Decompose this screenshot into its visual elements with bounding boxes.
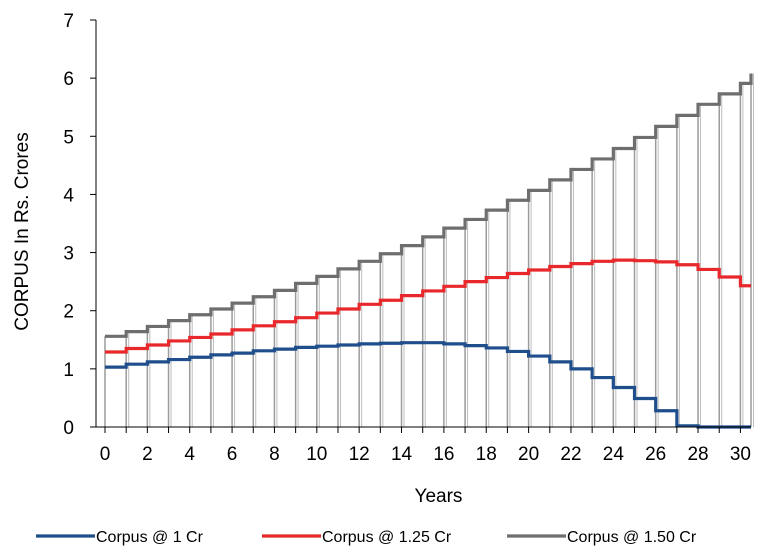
x-tick-label: 12 — [349, 444, 370, 465]
legend-label: Corpus @ 1.50 Cr — [567, 529, 697, 546]
y-axis-title: CORPUS In Rs. Crores — [12, 132, 33, 330]
x-tick-label: 6 — [227, 444, 238, 465]
y-tick-label: 2 — [63, 302, 74, 323]
y-tick-label: 5 — [63, 127, 74, 148]
y-tick-label: 7 — [63, 11, 74, 32]
y-tick-label: 0 — [63, 418, 74, 439]
x-tick-label: 14 — [391, 444, 413, 465]
series-lines — [105, 73, 753, 429]
legend-label: Corpus @ 1 Cr — [96, 529, 204, 546]
x-tick-label: 8 — [269, 444, 280, 465]
x-tick-label: 30 — [730, 444, 751, 465]
y-tick-label: 1 — [63, 360, 74, 381]
legend: Corpus @ 1 Cr Corpus @ 1.25 Cr Corpus @ 1.… — [36, 529, 697, 546]
x-tick-label: 26 — [645, 444, 666, 465]
x-tick-label: 10 — [306, 444, 327, 465]
series-line — [105, 258, 751, 354]
series-line — [105, 73, 753, 338]
x-tick-label: 24 — [603, 444, 625, 465]
x-axis-title: Years — [415, 486, 463, 507]
series-line — [105, 341, 751, 429]
y-tick-label: 4 — [63, 185, 74, 206]
x-tick-label: 28 — [687, 444, 708, 465]
x-tick-label: 20 — [518, 444, 539, 465]
x-tick-label: 18 — [476, 444, 497, 465]
legend-label: Corpus @ 1.25 Cr — [322, 529, 452, 546]
y-tick-label: 3 — [63, 244, 74, 265]
y-tick-label: 6 — [63, 69, 74, 90]
x-tick-label: 4 — [184, 444, 195, 465]
x-tick-label: 2 — [142, 444, 153, 465]
x-tick-label: 16 — [433, 444, 454, 465]
x-tick-label: 0 — [100, 444, 111, 465]
x-tick-label: 22 — [560, 444, 581, 465]
